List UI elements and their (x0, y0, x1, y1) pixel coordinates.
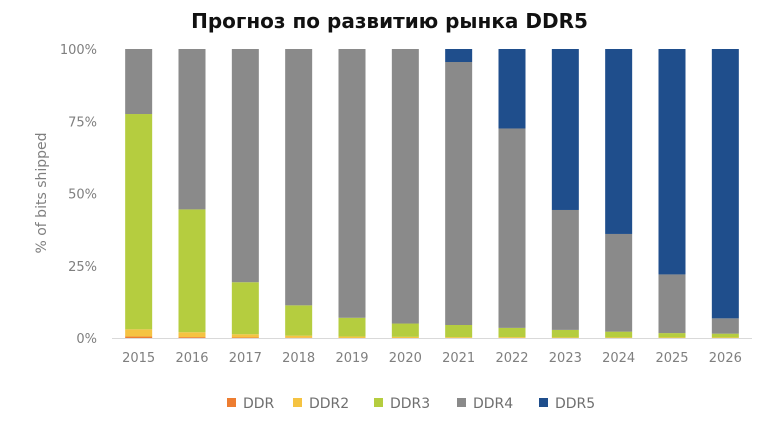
bar-ddr4-2021 (445, 62, 473, 325)
bar-ddr2-2019 (338, 336, 366, 338)
x-tick-label: 2018 (282, 351, 315, 366)
bar-ddr3-2024 (605, 331, 633, 338)
bar-ddr4-2023 (551, 209, 579, 330)
x-tick-label: 2025 (655, 351, 688, 366)
bar-ddr2-2015 (125, 329, 153, 337)
bar-ddr4-2026 (711, 318, 739, 334)
bar-ddr3-2017 (231, 282, 259, 335)
x-tick-label: 2017 (229, 351, 262, 366)
bar-ddr2-2020 (391, 336, 419, 338)
bar-ddr2-2018 (285, 335, 313, 338)
x-tick-label: 2020 (389, 351, 422, 366)
y-tick-label: 0% (76, 332, 97, 347)
y-tick-label: 25% (68, 260, 97, 275)
legend: DDR DDR2 DDR3 DDR4 DDR5 (227, 396, 595, 412)
bar-ddr5-2023 (551, 49, 579, 210)
bar-ddr2-2017 (231, 334, 259, 338)
bar-ddr3-2022 (498, 327, 526, 338)
bar-ddr2-2026 (711, 337, 739, 338)
bar-ddr4-2019 (338, 49, 366, 318)
legend-label-ddr2: DDR2 (309, 396, 349, 412)
bar-ddr2-2022 (498, 337, 526, 338)
legend-swatch-ddr2 (293, 398, 302, 407)
bar-ddr5-2024 (605, 49, 633, 234)
bar-ddr3-2018 (285, 305, 313, 336)
legend-label-ddr4: DDR4 (473, 396, 513, 412)
bar-ddr3-2025 (658, 333, 686, 338)
x-tick-label: 2021 (442, 351, 475, 366)
x-tick-label: 2026 (709, 351, 742, 366)
bar-ddr-2016 (178, 337, 206, 338)
bar-ddr2-2021 (445, 337, 473, 338)
bar-ddr4-2024 (605, 233, 633, 332)
bar-ddr2-2025 (658, 337, 686, 338)
legend-label-ddr5: DDR5 (555, 396, 595, 412)
bar-ddr5-2025 (658, 49, 686, 275)
bar-ddr5-2021 (445, 49, 473, 63)
bar-ddr4-2020 (391, 49, 419, 324)
x-tick-label: 2024 (602, 351, 635, 366)
bar-ddr2-2024 (605, 337, 633, 338)
x-tick-label: 2023 (549, 351, 582, 366)
bar-ddr4-2016 (178, 49, 206, 210)
bar-ddr3-2021 (445, 324, 473, 338)
bar-ddr3-2026 (711, 333, 739, 338)
legend-swatch-ddr5 (539, 398, 548, 407)
x-tick-label: 2016 (175, 351, 208, 366)
y-tick-label: 50% (68, 188, 97, 203)
bar-ddr3-2019 (338, 317, 366, 337)
bar-ddr3-2020 (391, 323, 419, 337)
legend-swatch-ddr3 (374, 398, 383, 407)
bar-ddr4-2025 (658, 274, 686, 334)
legend-swatch-ddr4 (457, 398, 466, 407)
legend-swatch-ddr (227, 398, 236, 407)
legend-label-ddr: DDR (243, 396, 275, 412)
chart-title: Прогноз по развитию рынка DDR5 (191, 9, 588, 33)
y-axis-title: % of bits shipped (34, 132, 50, 253)
bar-ddr4-2015 (125, 49, 153, 115)
y-axis: 0% 25% 50% 75% 100% (60, 43, 97, 347)
legend-label-ddr3: DDR3 (390, 396, 430, 412)
bar-ddr4-2018 (285, 49, 313, 306)
bar-ddr-2015 (125, 336, 153, 338)
y-tick-label: 100% (60, 43, 97, 58)
x-axis: 2015 2016 2017 2018 2019 2020 2021 2022 2023 2024… (112, 338, 752, 366)
bar-ddr2-2016 (178, 332, 206, 338)
bar-ddr5-2022 (498, 49, 526, 129)
bars (125, 49, 739, 338)
bar-ddr3-2023 (551, 329, 579, 338)
bar-ddr5-2026 (711, 49, 739, 319)
bar-ddr4-2022 (498, 128, 526, 328)
bar-ddr-2017 (231, 337, 259, 338)
y-tick-label: 75% (68, 115, 97, 130)
x-tick-label: 2019 (335, 351, 368, 366)
bar-ddr2-2023 (551, 337, 579, 338)
bar-ddr3-2015 (125, 114, 153, 330)
bar-ddr4-2017 (231, 49, 259, 283)
x-tick-label: 2022 (495, 351, 528, 366)
x-tick-label: 2015 (122, 351, 155, 366)
bar-ddr3-2016 (178, 209, 206, 333)
